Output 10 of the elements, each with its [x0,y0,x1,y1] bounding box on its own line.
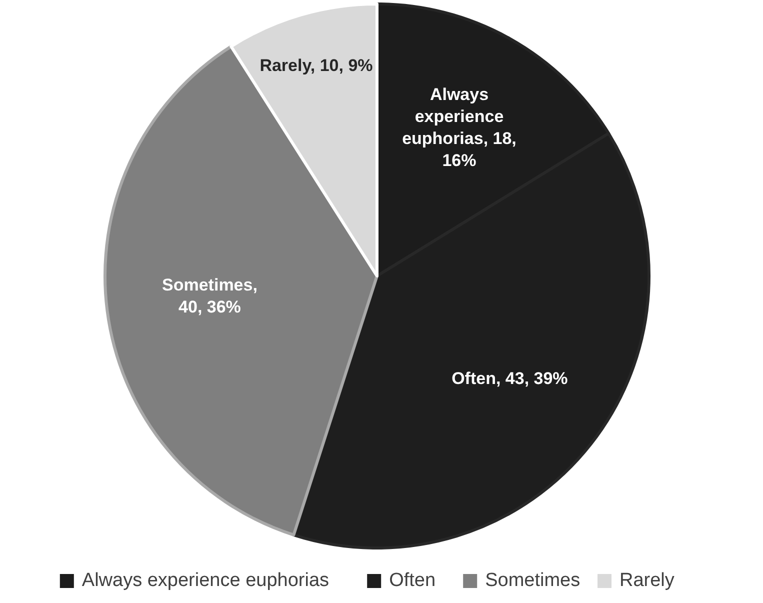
data-label: Rarely, 10, 9% [260,56,373,76]
legend-label: Always experience euphorias [82,570,330,592]
data-label: Always experience euphorias, 18, 16% [402,85,516,170]
legend-label: Often [389,570,436,592]
pie-slice [230,2,378,278]
legend-label: Sometimes [485,570,580,592]
pie-slice [104,44,378,536]
data-label: Sometimes, 40, 36% [162,276,258,317]
data-label: Often, 43, 39% [452,370,568,389]
legend-label: Rarely [620,570,675,592]
